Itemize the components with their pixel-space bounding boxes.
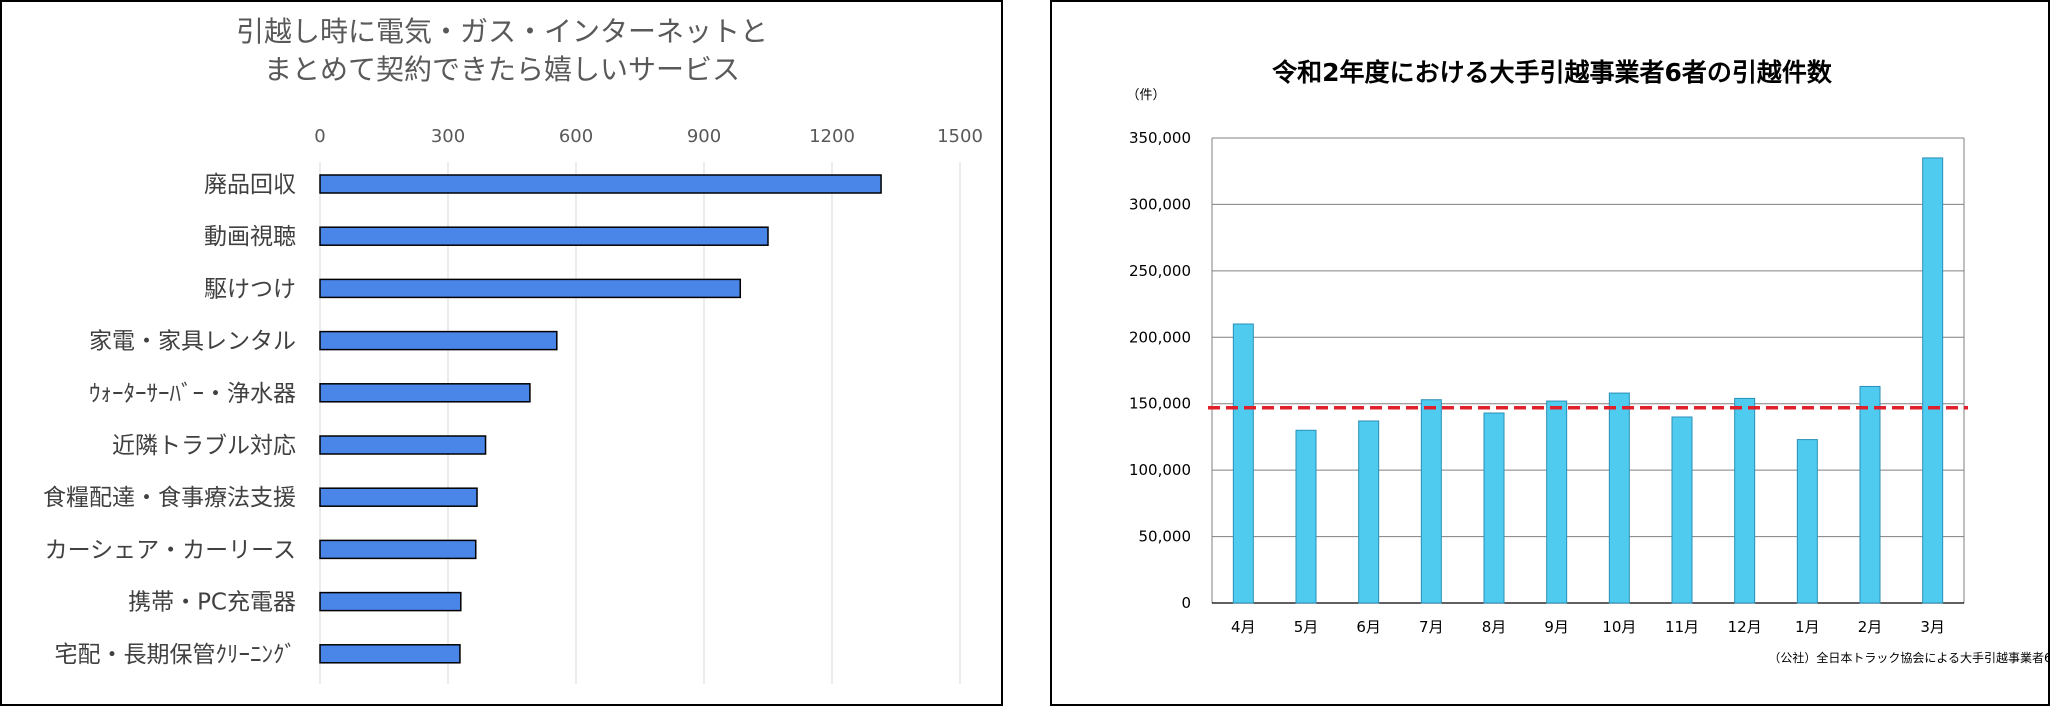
y-tick-label: 100,000: [1129, 461, 1191, 479]
bar: [1232, 323, 1254, 604]
bar: [319, 330, 558, 351]
bar: [1922, 157, 1944, 604]
x-tick-label: 3月: [1920, 618, 1945, 636]
category-label: 携帯・PC充電器: [128, 590, 296, 616]
category-label: 駆けつけ: [204, 276, 296, 302]
x-tick-label: 12月: [1728, 618, 1762, 636]
bar: [319, 487, 478, 507]
x-tick-label: 6月: [1356, 618, 1381, 636]
right-chart-panel: 令和2年度における大手引越事業者6者の引越件数 （件） 0 50,000 100,0…: [1050, 0, 2050, 706]
x-tick-label: 9月: [1544, 618, 1569, 636]
x-tick-label: 11月: [1665, 618, 1699, 636]
category-label: 食糧配達・食事療法支援: [43, 485, 296, 511]
bar: [1295, 429, 1317, 604]
y-tick-label: 50,000: [1139, 528, 1192, 546]
bar: [1796, 439, 1818, 604]
bar: [319, 383, 531, 403]
bar: [319, 435, 487, 455]
category-label: 廃品回収: [204, 172, 296, 198]
bar: [319, 644, 461, 664]
x-tick-label: 2月: [1858, 618, 1883, 636]
bar: [1608, 392, 1630, 604]
bar: [1859, 385, 1881, 604]
chart-title-line-2: まとめて契約できたら嬉しいサービス: [264, 53, 740, 86]
right-chart-svg: 令和2年度における大手引越事業者6者の引越件数 （件） 0 50,000 100,0…: [1126, 58, 2048, 665]
y-tick-label: 200,000: [1129, 328, 1191, 346]
x-tick-label: 7月: [1419, 618, 1444, 636]
left-chart-panel: 引越し時に電気・ガス・インターネットと まとめて契約できたら嬉しいサービス 0 3…: [0, 0, 1003, 706]
x-tick-label: 8月: [1482, 618, 1507, 636]
bar: [319, 539, 477, 560]
x-tick-label: 1月: [1795, 618, 1820, 636]
y-tick-label: 0: [1181, 594, 1191, 612]
x-tick-label: 1500: [937, 126, 983, 147]
category-label: ｳｫｰﾀｰｻｰﾊﾞｰ・浄水器: [89, 381, 296, 407]
chart-title: 令和2年度における大手引越事業者6者の引越件数: [1272, 58, 1833, 87]
x-tick-label: 1200: [809, 126, 855, 147]
bar: [319, 591, 462, 612]
bar: [1420, 399, 1442, 604]
x-tick-label: 300: [431, 126, 465, 147]
x-tick-label: 5月: [1294, 618, 1319, 636]
y-tick-label: 250,000: [1129, 262, 1191, 280]
source-note: （公社）全日本トラック協会による大手引越事業者6者へのヒアリング結果: [1768, 650, 2048, 665]
category-label: 家電・家具レンタル: [89, 329, 296, 355]
y-unit-label: （件）: [1126, 88, 1165, 103]
x-tick-label: 600: [559, 126, 593, 147]
y-tick-label: 150,000: [1129, 395, 1191, 413]
chart-title-line-1: 引越し時に電気・ガス・インターネットと: [236, 15, 768, 48]
category-label: 動画視聴: [204, 224, 296, 250]
bar: [1734, 397, 1756, 604]
bar: [1483, 412, 1505, 604]
bar: [319, 278, 742, 299]
y-tick-label: 300,000: [1129, 195, 1191, 213]
x-tick-label: 900: [687, 126, 721, 147]
category-label: 近隣トラブル対応: [112, 433, 296, 459]
bar: [1546, 400, 1568, 604]
left-chart-svg: 引越し時に電気・ガス・インターネットと まとめて契約できたら嬉しいサービス 0 3…: [43, 15, 983, 684]
category-label: カーシェア・カーリース: [45, 537, 296, 563]
bar: [319, 174, 882, 194]
category-label: 宅配・長期保管ｸﾘｰﾆﾝｸﾞ: [55, 642, 297, 668]
bar: [319, 226, 769, 246]
x-tick-label: 0: [314, 126, 325, 147]
bar: [1358, 420, 1380, 604]
x-tick-label: 10月: [1602, 618, 1636, 636]
bar: [1671, 416, 1693, 604]
x-tick-label: 4月: [1231, 618, 1256, 636]
y-tick-label: 350,000: [1129, 129, 1191, 147]
